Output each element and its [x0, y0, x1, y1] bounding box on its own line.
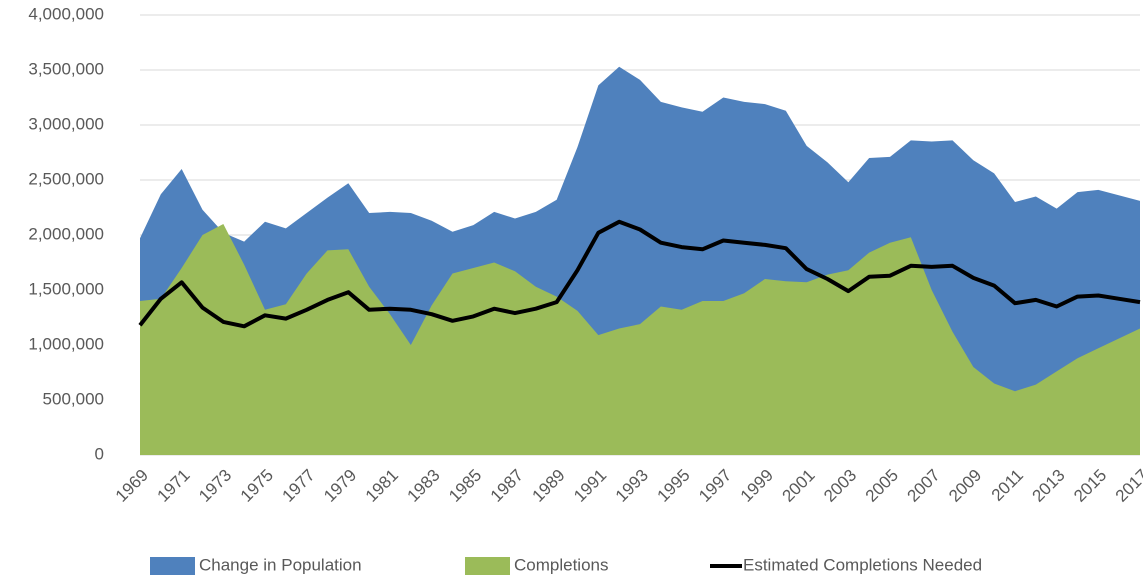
y-tick-label: 4,000,000: [28, 4, 104, 23]
legend-swatch: [465, 557, 510, 575]
y-tick-label: 1,000,000: [28, 334, 104, 353]
legend-swatch: [150, 557, 195, 575]
x-tick-label: 2011: [988, 466, 1027, 505]
x-tick-label: 1995: [653, 466, 693, 506]
x-tick-label: 2015: [1070, 466, 1110, 506]
x-tick-label: 1969: [112, 466, 152, 506]
x-tick-label: 2005: [862, 466, 902, 506]
x-tick-label: 1977: [278, 466, 318, 506]
legend-label: Estimated Completions Needed: [743, 555, 982, 574]
x-tick-label: 1983: [403, 466, 443, 506]
x-tick-label: 1991: [570, 466, 610, 506]
y-tick-label: 3,000,000: [28, 114, 104, 133]
y-tick-label: 2,500,000: [28, 169, 104, 188]
y-tick-label: 2,000,000: [28, 224, 104, 243]
x-tick-label: 1975: [237, 466, 277, 506]
y-tick-label: 0: [95, 444, 104, 463]
legend-label: Change in Population: [199, 555, 362, 574]
x-tick-label: 1971: [153, 466, 193, 506]
y-tick-label: 3,500,000: [28, 59, 104, 78]
x-tick-label: 1989: [528, 466, 568, 506]
x-tick-label: 1997: [695, 466, 735, 506]
x-tick-label: 2003: [820, 466, 860, 506]
x-tick-label: 1999: [737, 466, 777, 506]
x-tick-label: 1987: [487, 466, 527, 506]
x-tick-label: 1993: [612, 466, 652, 506]
x-tick-label: 2007: [903, 466, 943, 506]
x-tick-label: 1973: [195, 466, 235, 506]
area: [140, 224, 1140, 455]
y-tick-label: 500,000: [43, 389, 104, 408]
x-tick-label: 2001: [778, 466, 818, 506]
x-tick-label: 1981: [362, 466, 402, 506]
legend-label: Completions: [514, 555, 609, 574]
x-tick-label: 2013: [1028, 466, 1068, 506]
line: [138, 219, 1141, 329]
y-tick-label: 1,500,000: [28, 279, 104, 298]
x-tick-label: 2017: [1112, 466, 1143, 506]
x-tick-label: 1979: [320, 466, 360, 506]
x-tick-label: 2009: [945, 466, 985, 506]
x-tick-label: 1985: [445, 466, 485, 506]
